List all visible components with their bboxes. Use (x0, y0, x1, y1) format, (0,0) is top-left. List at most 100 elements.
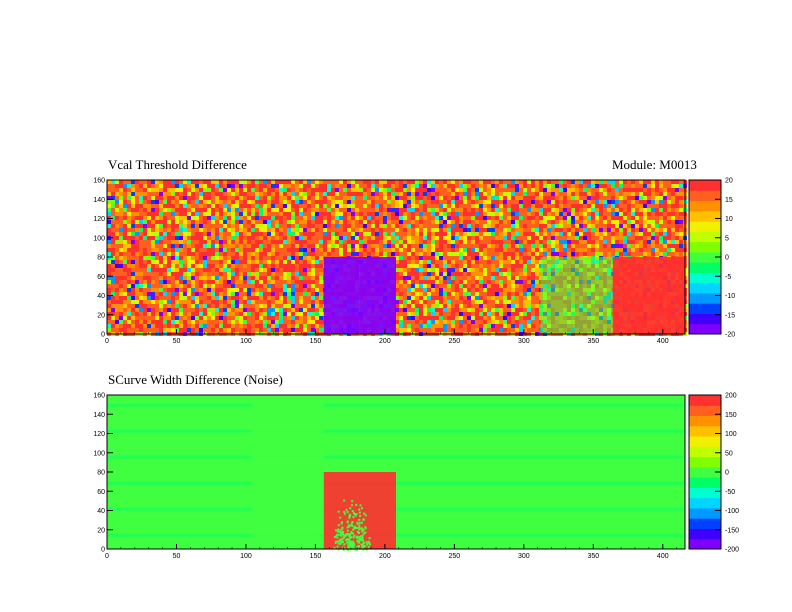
heatmap-cell (551, 224, 555, 228)
heatmap-cell (327, 220, 331, 224)
heatmap-cell (187, 276, 191, 280)
heatmap-cell (127, 236, 131, 240)
heatmap-cell (399, 264, 403, 268)
heatmap-cell (483, 248, 487, 252)
heatmap-cell (503, 240, 507, 244)
heatmap-cell (123, 236, 127, 240)
heatmap-cell (331, 196, 335, 200)
heatmap-cell (251, 288, 255, 292)
heatmap-cell (207, 288, 211, 292)
heatmap-cell (263, 316, 267, 320)
heatmap-cell (395, 284, 399, 288)
heatmap-cell (159, 236, 163, 240)
heatmap-cell (279, 300, 283, 304)
heatmap-cell (475, 276, 479, 280)
heatmap-cell (223, 232, 227, 236)
heatmap-cell (467, 268, 471, 272)
heatmap-cell (667, 188, 671, 192)
heatmap-cell (399, 288, 403, 292)
heatmap-cell (559, 224, 563, 228)
heatmap-cell (635, 192, 639, 196)
heatmap-cell (239, 184, 243, 188)
heatmap-cell (439, 240, 443, 244)
heatmap-cell (143, 296, 147, 300)
heatmap-cell (383, 248, 387, 252)
heatmap-cell (419, 220, 423, 224)
heatmap-cell (495, 276, 499, 280)
heatmap-cell (607, 204, 611, 208)
heatmap-cell (623, 184, 627, 188)
heatmap-cell (319, 288, 323, 292)
heatmap-cell (603, 188, 607, 192)
heatmap-cell (427, 256, 431, 260)
heatmap-cell (195, 252, 199, 256)
heatmap-cell (399, 236, 403, 240)
heatmap-cell (383, 220, 387, 224)
heatmap-cell (179, 292, 183, 296)
heatmap-cell (611, 244, 615, 248)
heatmap-cell (523, 248, 527, 252)
heatmap-cell (119, 256, 123, 260)
heatmap-cell (643, 224, 647, 228)
heatmap-cell (339, 236, 343, 240)
heatmap-cell (203, 200, 207, 204)
heatmap-cell (583, 220, 587, 224)
heatmap-cell (503, 272, 507, 276)
heatmap-cell (323, 192, 327, 196)
heatmap-cell (471, 276, 475, 280)
heatmap-cell (467, 184, 471, 188)
heatmap-cell (111, 232, 115, 236)
heatmap-cell (131, 272, 135, 276)
heatmap-cell (551, 252, 555, 256)
heatmap-cell (367, 228, 371, 232)
heatmap-cell (671, 200, 675, 204)
heatmap-cell (231, 300, 235, 304)
heatmap-cell (427, 188, 431, 192)
heatmap-cell (411, 312, 415, 316)
heatmap-cell (295, 312, 299, 316)
heatmap-cell (347, 192, 351, 196)
heatmap-cell (499, 288, 503, 292)
heatmap-cell (167, 232, 171, 236)
heatmap-cell (267, 304, 271, 308)
heatmap-cell (151, 264, 155, 268)
heatmap-cell (479, 296, 483, 300)
heatmap-cell (539, 212, 543, 216)
heatmap-cell (363, 196, 367, 200)
heatmap-cell (139, 224, 143, 228)
heatmap-cell (635, 248, 639, 252)
heatmap-cell (131, 256, 135, 260)
heatmap-cell (251, 200, 255, 204)
heatmap-cell (575, 188, 579, 192)
heatmap-cell (279, 192, 283, 196)
heatmap-cell (127, 268, 131, 272)
heatmap-cell (455, 252, 459, 256)
heatmap-cell (419, 184, 423, 188)
heatmap-cell (539, 188, 543, 192)
heatmap-cell (143, 240, 147, 244)
heatmap-cell (411, 244, 415, 248)
heatmap-cell (219, 316, 223, 320)
heatmap-cell (167, 280, 171, 284)
heatmap-cell (391, 196, 395, 200)
heatmap-cell (283, 220, 287, 224)
heatmap-cell (411, 284, 415, 288)
heatmap-cell (111, 260, 115, 264)
heatmap-cell (507, 280, 511, 284)
heatmap-cell (319, 260, 323, 264)
heatmap-cell (623, 220, 627, 224)
heatmap-cell (275, 248, 279, 252)
heatmap-cell (439, 208, 443, 212)
heatmap-cell (507, 292, 511, 296)
heatmap-cell (499, 224, 503, 228)
heatmap-cell (179, 284, 183, 288)
heatmap-cell (667, 224, 671, 228)
heatmap-cell (127, 220, 131, 224)
heatmap-cell (263, 256, 267, 260)
heatmap-cell (207, 268, 211, 272)
heatmap-cell (211, 288, 215, 292)
heatmap-cell (107, 260, 111, 264)
heatmap-cell (503, 284, 507, 288)
heatmap-cell (447, 192, 451, 196)
heatmap-cell (395, 272, 399, 276)
